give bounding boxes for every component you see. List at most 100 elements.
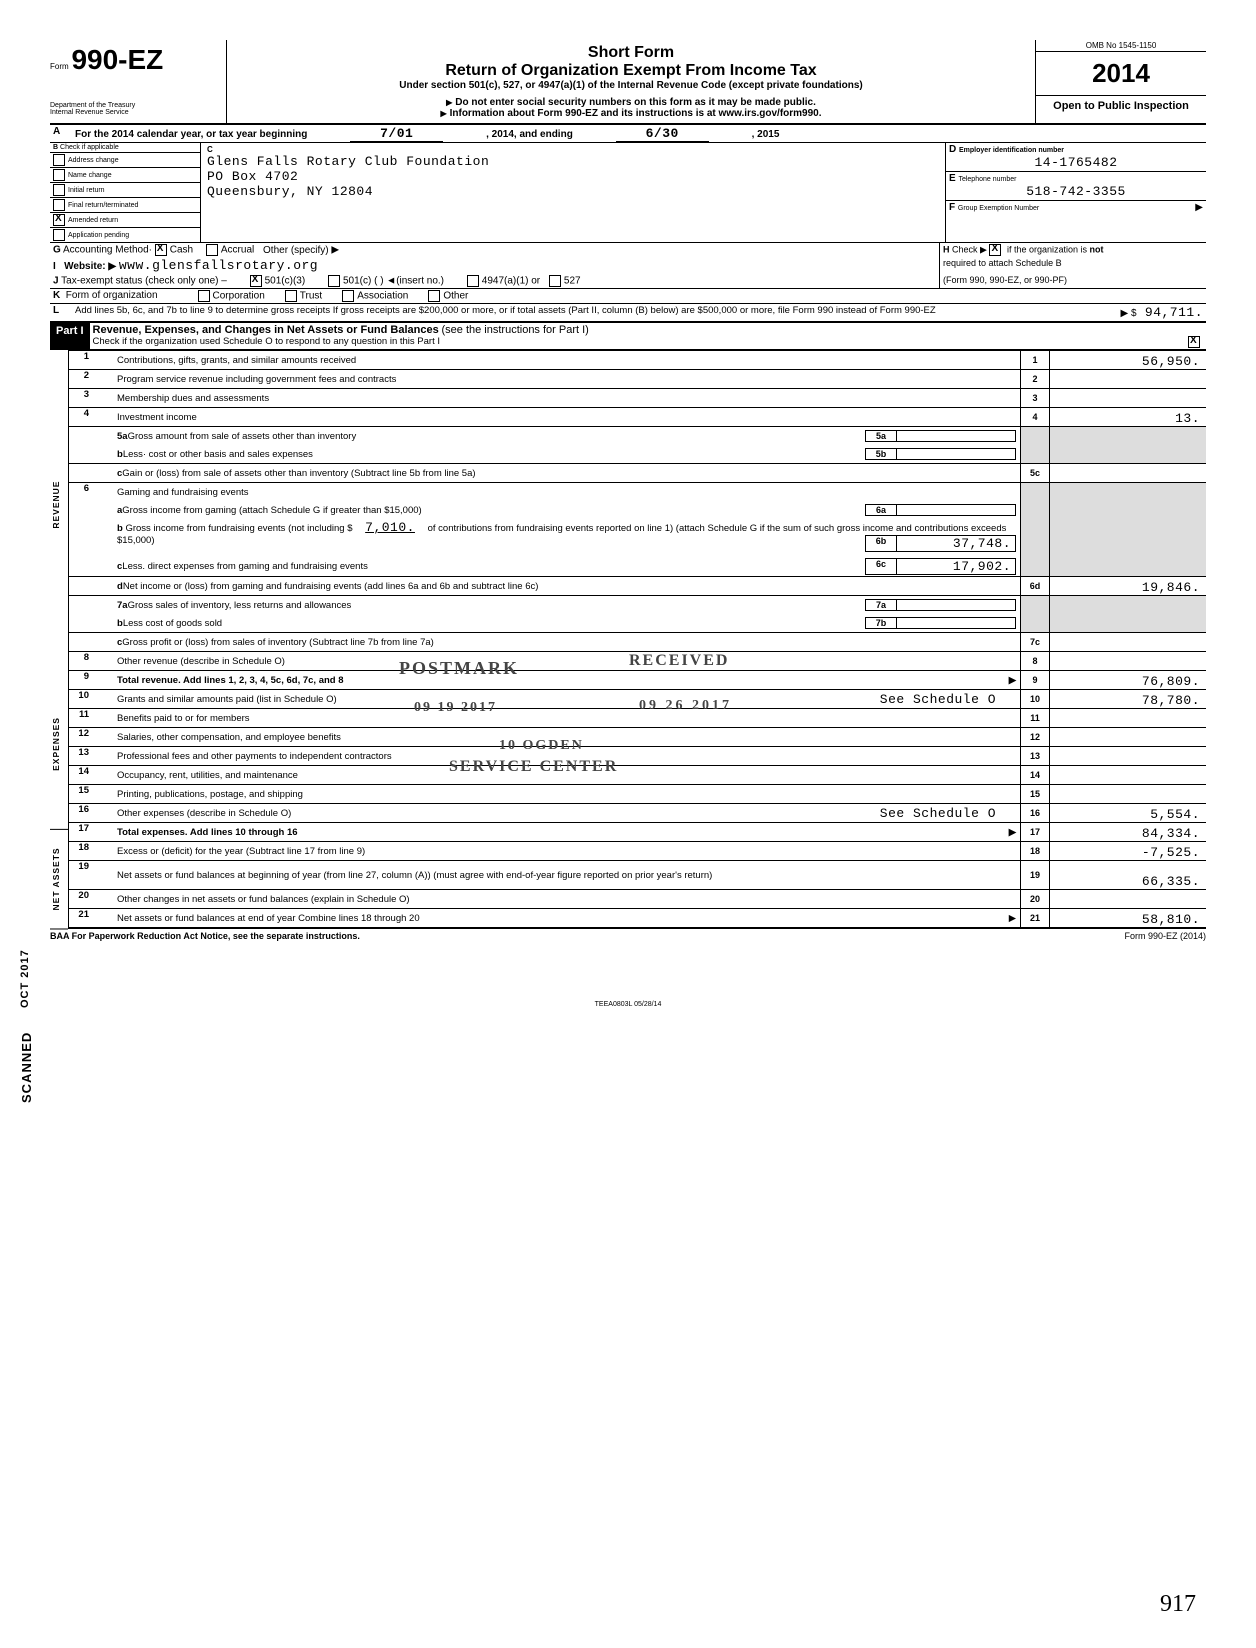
line-18: 18Excess or (deficit) for the year (Subt… <box>69 841 1206 860</box>
val-17: 84,334. <box>1050 823 1206 841</box>
box-b: B Check if applicable Address change Nam… <box>50 143 201 242</box>
org-name: Glens Falls Rotary Club Foundation <box>207 154 939 169</box>
h-line3: (Form 990, 990-EZ, or 990-PF) <box>939 274 1206 288</box>
box-c: C Glens Falls Rotary Club Foundation PO … <box>201 143 945 242</box>
line-i: I Website: ▶ www.glensfallsrotary.org re… <box>50 257 1206 274</box>
chk-assoc[interactable] <box>342 290 354 302</box>
note-10: See Schedule O <box>880 692 996 707</box>
d-label: Employer identification number <box>959 147 1064 154</box>
subtitle2: Do not enter social security numbers on … <box>233 97 1029 108</box>
chk-527[interactable] <box>549 275 561 287</box>
stamp-received: RECEIVED <box>629 652 729 670</box>
line-a: A For the 2014 calendar year, or tax yea… <box>50 125 1206 143</box>
f-label: Group Exemption Number <box>958 205 1039 212</box>
val-18: -7,525. <box>1050 842 1206 860</box>
line-12: 12Salaries, other compensation, and empl… <box>69 727 1206 746</box>
box-h: H Check ▶ if the organization is not <box>939 243 1206 257</box>
line-9: 9Total revenue. Add lines 1, 2, 3, 4, 5c… <box>69 670 1206 689</box>
line-6d: d Net income or (loss) from gaming and f… <box>69 576 1206 595</box>
part1-sub: Check if the organization used Schedule … <box>93 336 441 347</box>
omb-number: OMB No 1545-1150 <box>1036 40 1206 52</box>
stamp-date2: 09 26 2017 <box>639 698 732 714</box>
l-text: Add lines 5b, 6c, and 7b to line 9 to de… <box>72 304 1020 321</box>
phone: 518-742-3355 <box>949 184 1203 199</box>
line-13: 13Professional fees and other payments t… <box>69 746 1206 765</box>
chk-h[interactable] <box>989 244 1001 256</box>
stamp-service: SERVICE CENTER <box>449 758 618 776</box>
bcdef-block: B Check if applicable Address change Nam… <box>50 143 1206 243</box>
vlabel-expenses: EXPENSES <box>50 660 68 830</box>
stamp-postmark: POSTMARK <box>399 658 519 679</box>
line-15: 15Printing, publications, postage, and s… <box>69 784 1206 803</box>
stamp-oct: OCT 2017 <box>18 940 32 1018</box>
chk-accrual[interactable] <box>206 244 218 256</box>
line-17: 17Total expenses. Add lines 10 through 1… <box>69 822 1206 841</box>
chk-corp[interactable] <box>198 290 210 302</box>
main-title: Return of Organization Exempt From Incom… <box>233 62 1029 80</box>
val-6d: 19,846. <box>1050 577 1206 595</box>
footer-baa: BAA For Paperwork Reduction Act Notice, … <box>50 931 360 941</box>
b-label: Check if applicable <box>60 144 119 151</box>
handwritten-note: 917 <box>1160 1591 1196 1618</box>
note-16: See Schedule O <box>880 806 996 821</box>
line-j: J Tax-exempt status (check only one) – 5… <box>50 274 1206 289</box>
chk-cash[interactable] <box>155 244 167 256</box>
form-number-box: Form 990-EZ Department of the Treasury I… <box>50 40 227 123</box>
val-4: 13. <box>1050 408 1206 426</box>
val-6b: 37,748. <box>897 535 1016 552</box>
org-addr2: Queensbury, NY 12804 <box>207 184 939 199</box>
line-6: 6Gaming and fundraising events <box>69 482 1206 501</box>
chk-amended[interactable] <box>53 214 65 226</box>
side-stamps: OCT 2017 SCANNED <box>18 940 35 1116</box>
e-label: Telephone number <box>958 176 1016 183</box>
title-block: Short Form Return of Organization Exempt… <box>227 40 1035 123</box>
line-gh: G Accounting Method· Cash Accrual Other … <box>50 243 1206 257</box>
vlabel-revenue: REVENUE <box>50 350 68 660</box>
footer-code: TEEA0803L 05/28/14 <box>50 1001 1206 1008</box>
stamp-scanned: SCANNED <box>18 1018 35 1116</box>
line-7b: b Less cost of goods sold 7b <box>69 614 1206 632</box>
chk-trust[interactable] <box>285 290 297 302</box>
stamp-date1: 09 19 2017 <box>414 700 497 716</box>
chk-final[interactable] <box>53 199 65 211</box>
chk-other-org[interactable] <box>428 290 440 302</box>
subtitle1: Under section 501(c), 527, or 4947(a)(1)… <box>233 80 1029 91</box>
val-1: 56,950. <box>1050 351 1206 369</box>
chk-501c3[interactable] <box>250 275 262 287</box>
tax-year: 2014 <box>1036 52 1206 96</box>
line-a-mid: , 2014, and ending <box>486 129 573 140</box>
part1-header: Part I Revenue, Expenses, and Changes in… <box>50 323 1206 350</box>
line-a-text: For the 2014 calendar year, or tax year … <box>75 129 307 140</box>
line-a-endyear: , 2015 <box>752 129 780 140</box>
line-19: 19Net assets or fund balances at beginni… <box>69 860 1206 889</box>
line-11: 11Benefits paid to or for members 11 <box>69 708 1206 727</box>
line-k: K Form of organization Corporation Trust… <box>50 289 1206 304</box>
chk-501c[interactable] <box>328 275 340 287</box>
val-6c: 17,902. <box>897 558 1016 575</box>
chk-initial[interactable] <box>53 184 65 196</box>
form-number: 990-EZ <box>71 44 163 75</box>
line-6b: b Gross income from fundraising events (… <box>69 519 1206 557</box>
chk-schedule-o[interactable] <box>1188 336 1200 348</box>
org-addr1: PO Box 4702 <box>207 169 939 184</box>
open-public: Open to Public Inspection <box>1036 96 1206 116</box>
line-3: 3Membership dues and assessments 3 <box>69 388 1206 407</box>
line-5b: b Less· cost or other basis and sales ex… <box>69 445 1206 463</box>
ein: 14-1765482 <box>949 155 1203 170</box>
footer-form: Form 990-EZ (2014) <box>1124 931 1206 941</box>
line-20: 20Other changes in net assets or fund ba… <box>69 889 1206 908</box>
line-4: 4Investment income 413. <box>69 407 1206 426</box>
chk-4947[interactable] <box>467 275 479 287</box>
h-line2: required to attach Schedule B <box>939 257 1206 274</box>
val-6b-contrib: 7,010. <box>355 520 425 535</box>
line-l: L Add lines 5b, 6c, and 7b to line 9 to … <box>50 304 1206 323</box>
vlabel-netassets: NET ASSETS <box>50 830 68 929</box>
line-14: 14Occupancy, rent, utilities, and mainte… <box>69 765 1206 784</box>
vlabel-col: REVENUE EXPENSES NET ASSETS <box>50 350 69 929</box>
val-21: 58,810. <box>1050 909 1206 927</box>
box-def: D Employer identification number 14-1765… <box>945 143 1206 242</box>
chk-name[interactable] <box>53 169 65 181</box>
chk-address[interactable] <box>53 154 65 166</box>
val-9: 76,809. <box>1050 671 1206 689</box>
chk-pending[interactable] <box>53 229 65 241</box>
